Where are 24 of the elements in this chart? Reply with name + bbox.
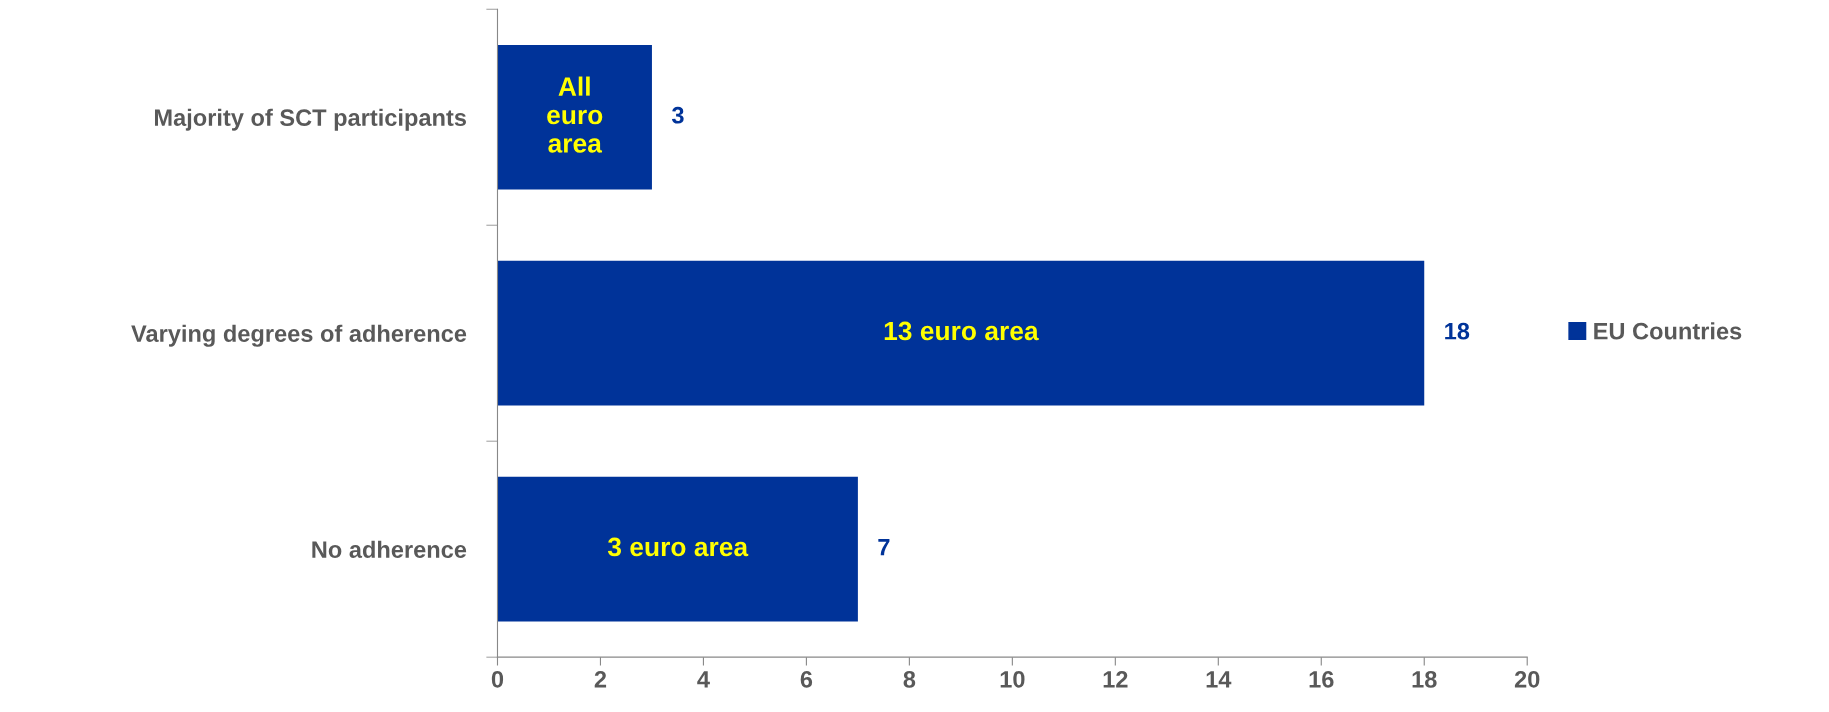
data-label: 18 bbox=[1445, 322, 1470, 340]
x-tick-label: 4 bbox=[697, 671, 710, 688]
data-label: 3 bbox=[671, 106, 684, 124]
annotation: 3 euro area bbox=[607, 537, 749, 557]
x-tick-label: 12 bbox=[1103, 670, 1128, 688]
annotation: 13 euro area bbox=[884, 321, 1039, 341]
x-tick-label: 6 bbox=[800, 670, 813, 688]
x-tick-label: 20 bbox=[1514, 670, 1540, 688]
x-tick-label: 16 bbox=[1309, 670, 1334, 688]
x-tick-label: 8 bbox=[903, 670, 916, 688]
x-tick-label: 0 bbox=[491, 670, 504, 688]
x-tick-label: 14 bbox=[1206, 671, 1232, 688]
legend-label: EU Countries bbox=[1594, 322, 1742, 340]
y-tick-label: Varying degrees of adherence bbox=[131, 324, 467, 347]
y-tick-label: No adherence bbox=[312, 540, 467, 558]
bar bbox=[497, 476, 858, 622]
data-label: 7 bbox=[878, 539, 890, 556]
y-tick-label: Majority of SCT participants bbox=[154, 108, 466, 131]
bar bbox=[497, 260, 1425, 406]
x-tick-label: 2 bbox=[594, 670, 607, 688]
bar bbox=[497, 44, 652, 190]
annotation: All euro area bbox=[547, 76, 603, 153]
x-tick-label: 18 bbox=[1412, 670, 1437, 688]
x-tick-label: 10 bbox=[1000, 670, 1025, 688]
